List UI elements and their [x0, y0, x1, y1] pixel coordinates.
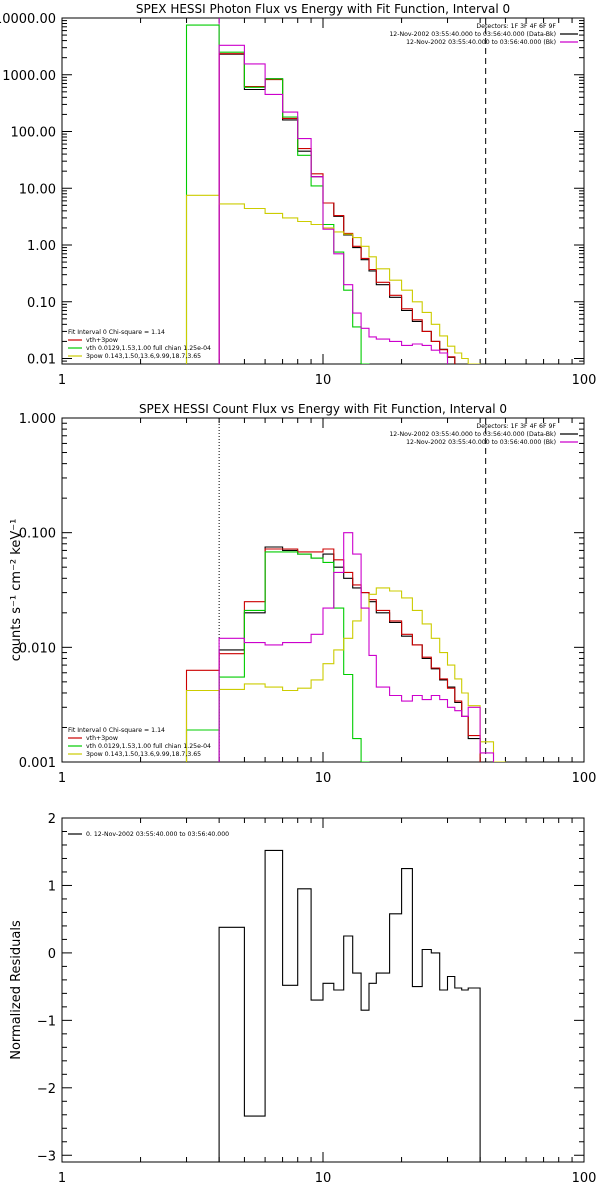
series-vth-3pow-step: [185, 548, 481, 762]
data-area: [185, 532, 506, 762]
legend-text: vth 0.0129,1.53,1.00 full chian 1.25e-04: [86, 743, 211, 750]
series-bk-step: [218, 44, 449, 364]
y-tick-label: 2: [48, 812, 56, 827]
info-text: Detectors: 1F 3F 4F 6F 9F: [476, 423, 556, 430]
y-tick-label: 1: [48, 879, 56, 894]
series-vth-3pow-step: [218, 53, 456, 364]
x-tick-label: 1: [58, 373, 66, 388]
series-vth-step: [185, 24, 370, 364]
legend-text: vth 0.0129,1.53,1.00 full chian 1.25e-04: [86, 345, 211, 352]
y-tick-label: 10000.00: [0, 12, 56, 27]
x-tick-label: 100: [572, 771, 597, 786]
series-3pow-step: [185, 194, 481, 364]
info-text: 12-Nov-2002 03:55:40.000 to 03:56:40.000…: [389, 431, 556, 438]
legend-text: Fit Interval 0 Chi-square = 1.14: [68, 329, 165, 336]
series-0-step: [218, 849, 481, 1162]
series-data-bk-step: [218, 53, 456, 364]
series-vth-step: [185, 551, 370, 762]
y-tick-label: −1: [37, 1014, 56, 1029]
info-text: 12-Nov-2002 03:55:40.000 to 03:56:40.000…: [406, 439, 556, 446]
data-area: [185, 24, 481, 364]
info-text: 12-Nov-2002 03:55:40.000 to 03:56:40.000…: [406, 39, 556, 46]
y-tick-label: −2: [37, 1082, 56, 1097]
y-tick-label: 0.010: [19, 641, 56, 656]
y-tick-label: 10.00: [19, 182, 56, 197]
data-area: [218, 849, 481, 1162]
y-tick-label: 0.100: [19, 527, 56, 542]
y-axis-label: Normalized Residuals: [9, 920, 24, 1060]
x-tick-label: 1: [58, 1171, 66, 1186]
y-tick-label: 1.00: [27, 239, 56, 254]
x-tick-label: 100: [572, 1171, 597, 1186]
legend-text: 3pow 0.143,1.50,13.6,9.99,18.7,3.65: [86, 353, 201, 360]
x-tick-label: 10: [315, 1171, 332, 1186]
plot-frame: [61, 417, 585, 763]
series-bk-step: [218, 532, 495, 762]
y-tick-label: 1.000: [19, 412, 56, 427]
y-axis-label: counts s⁻¹ cm⁻² keV⁻¹: [9, 519, 24, 662]
x-tick-label: 1: [58, 771, 66, 786]
y-tick-label: 100.00: [11, 126, 57, 141]
legend-text: 3pow 0.143,1.50,13.6,9.99,18.7,3.65: [86, 751, 201, 758]
chart-title: SPEX HESSI Count Flux vs Energy with Fit…: [139, 402, 507, 416]
y-tick-label: 1000.00: [2, 69, 56, 84]
chart-title: SPEX HESSI Photon Flux vs Energy with Fi…: [136, 2, 510, 16]
chart-panel-1: SPEX HESSI Count Flux vs Energy with Fit…: [9, 402, 597, 786]
x-tick-label: 100: [572, 373, 597, 388]
legend-text: 0. 12-Nov-2002 03:55:40.000 to 03:56:40.…: [86, 831, 229, 838]
info-text: Detectors: 1F 3F 4F 6F 9F: [476, 23, 556, 30]
y-tick-label: 0.001: [19, 756, 56, 771]
series-data-bk-step: [218, 546, 481, 762]
legend-text: vth+3pow: [86, 337, 118, 344]
chart-panel-2: Normalized Residuals 1 10 100 −3 −2 −1 0 1 2 0. 12…: [9, 812, 597, 1186]
info-text: 12-Nov-2002 03:55:40.000 to 03:56:40.000…: [389, 31, 556, 38]
chart-panel-0: SPEX HESSI Photon Flux vs Energy with Fi…: [0, 2, 596, 388]
y-tick-label: 0: [48, 947, 56, 962]
x-tick-label: 10: [315, 373, 332, 388]
series-3pow-step: [185, 587, 506, 762]
x-tick-label: 10: [315, 771, 332, 786]
legend-text: vth+3pow: [86, 735, 118, 742]
y-tick-label: 0.01: [27, 353, 56, 368]
legend-text: Fit Interval 0 Chi-square = 1.14: [68, 727, 165, 734]
y-tick-label: 0.10: [27, 296, 56, 311]
y-tick-label: −3: [37, 1149, 56, 1164]
